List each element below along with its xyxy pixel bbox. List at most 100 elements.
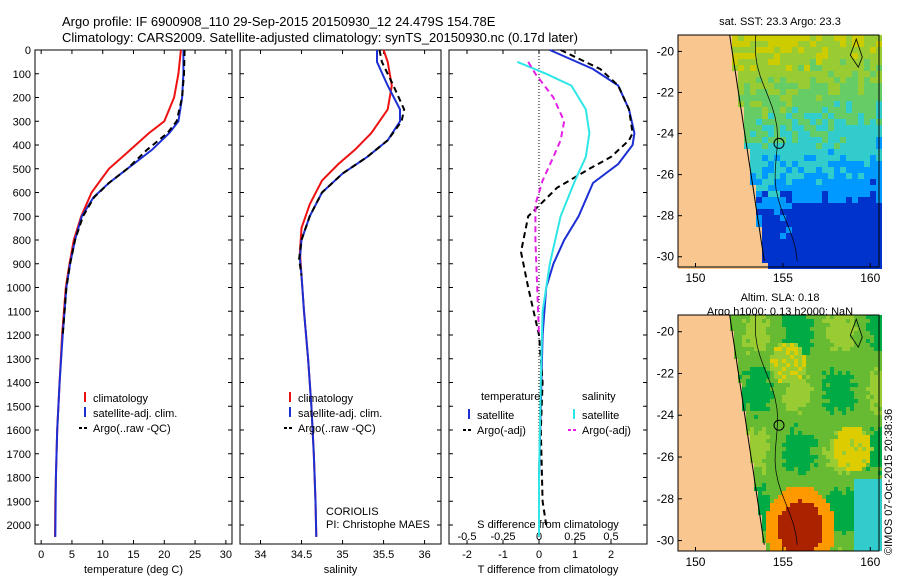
map-cell — [816, 161, 822, 167]
map-cell — [678, 531, 682, 535]
map-cell — [816, 263, 822, 269]
map-cell — [834, 475, 838, 479]
map-cell — [690, 423, 694, 427]
map-cell — [714, 327, 718, 331]
map-cell — [714, 491, 718, 495]
map-cell — [842, 503, 846, 507]
map-cell — [834, 491, 838, 495]
map-cell — [864, 155, 870, 161]
map-cell — [862, 319, 866, 323]
map-cell — [840, 35, 846, 41]
map-cell — [734, 503, 738, 507]
map-cell — [706, 491, 710, 495]
map-cell — [778, 419, 782, 423]
map-cell — [842, 391, 846, 395]
map-cell — [858, 547, 862, 551]
map-cell — [690, 451, 694, 455]
map-cell — [830, 415, 834, 419]
map-cell — [774, 451, 778, 455]
map-cell — [822, 467, 826, 471]
map-cell — [786, 435, 790, 439]
map-cell — [738, 503, 742, 507]
map-cell — [722, 423, 726, 427]
map-cell — [678, 35, 684, 41]
map-cell — [778, 411, 782, 415]
map-cell — [754, 499, 758, 503]
map-cell — [858, 539, 862, 543]
map-cell — [744, 65, 750, 71]
map-cell — [792, 77, 798, 83]
map-cell — [734, 391, 738, 395]
x-tick-label: 155 — [773, 271, 793, 285]
map-cell — [810, 331, 814, 335]
map-cell — [714, 471, 718, 475]
map-cell — [782, 531, 786, 535]
y-tick-label: 1900 — [7, 496, 31, 508]
map-cell — [720, 35, 726, 41]
map-cell — [778, 535, 782, 539]
map-cell — [870, 507, 874, 511]
map-cell — [762, 327, 766, 331]
map-cell — [744, 149, 750, 155]
map-cell — [766, 455, 770, 459]
map-cell — [806, 531, 810, 535]
map-cell — [720, 113, 726, 119]
map-cell — [790, 319, 794, 323]
map-cell — [858, 221, 864, 227]
map-cell — [878, 431, 882, 435]
map-cell — [762, 535, 766, 539]
legend-title-salinity: salinity — [582, 391, 616, 403]
map-cell — [702, 383, 706, 387]
map-cell — [734, 323, 738, 327]
map-cell — [746, 519, 750, 523]
map-cell — [804, 191, 810, 197]
map-cell — [698, 503, 702, 507]
map-cell — [698, 467, 702, 471]
map-cell — [816, 125, 822, 131]
map-cell — [850, 491, 854, 495]
map-cell — [854, 511, 858, 515]
map-cell — [878, 331, 882, 335]
map-cell — [722, 347, 726, 351]
map-cell — [714, 233, 720, 239]
y-tick-label: 2000 — [7, 520, 31, 532]
map-cell — [866, 359, 870, 363]
map-cell — [746, 423, 750, 427]
map-cell — [838, 483, 842, 487]
map-cell — [714, 257, 720, 263]
map-cell — [690, 77, 696, 83]
map-cell — [802, 375, 806, 379]
map-cell — [804, 53, 810, 59]
map-cell — [726, 531, 730, 535]
map-cell — [834, 443, 838, 447]
map-cell — [806, 391, 810, 395]
map-cell — [798, 47, 804, 53]
map-cell — [878, 319, 882, 323]
map-cell — [726, 411, 730, 415]
map-cell — [702, 547, 706, 551]
map-cell — [750, 53, 756, 59]
map-cell — [746, 511, 750, 515]
map-cell — [770, 467, 774, 471]
map-cell — [706, 543, 710, 547]
map-cell — [722, 395, 726, 399]
map-cell — [706, 403, 710, 407]
map-cell — [866, 367, 870, 371]
map-cell — [846, 527, 850, 531]
map-cell — [864, 227, 870, 233]
map-cell — [874, 523, 878, 527]
map-cell — [698, 395, 702, 399]
map-cell — [696, 173, 702, 179]
map-cell — [838, 535, 842, 539]
map-cell — [718, 359, 722, 363]
map-cell — [782, 331, 786, 335]
map-cell — [816, 59, 822, 65]
map-cell — [814, 327, 818, 331]
map-cell — [686, 399, 690, 403]
map-cell — [762, 167, 768, 173]
map-cell — [840, 215, 846, 221]
map-cell — [750, 475, 754, 479]
map-cell — [750, 371, 754, 375]
map-cell — [792, 167, 798, 173]
map-cell — [850, 523, 854, 527]
